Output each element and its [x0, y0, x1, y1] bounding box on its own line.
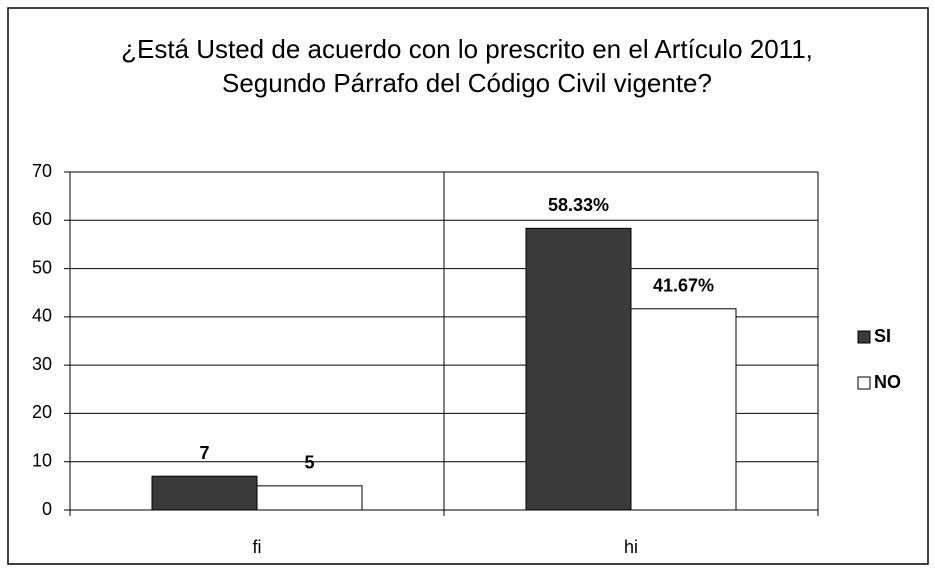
y-tick-label: 10 — [32, 450, 52, 470]
bar — [256, 485, 363, 511]
legend-label: SI — [874, 326, 891, 346]
bar — [525, 227, 632, 511]
legend-swatch — [857, 330, 871, 344]
chart-border — [7, 7, 929, 565]
value-label: 41.67% — [653, 276, 714, 296]
value-label: 58.33% — [548, 195, 609, 215]
y-tick-label: 50 — [32, 257, 52, 277]
x-tick-label: fi — [253, 537, 262, 557]
value-label: 5 — [304, 453, 314, 473]
y-tick-label: 30 — [32, 354, 52, 374]
bar — [630, 308, 737, 511]
y-tick-label: 60 — [32, 209, 52, 229]
y-tick-label: 40 — [32, 306, 52, 326]
y-tick-label: 20 — [32, 402, 52, 422]
legend-swatch — [857, 376, 871, 390]
legend-label: NO — [874, 372, 901, 392]
y-tick-label: 0 — [42, 499, 52, 519]
bar — [151, 475, 258, 511]
value-label: 7 — [199, 443, 209, 463]
x-tick-label: hi — [624, 537, 638, 557]
chart-title: ¿Está Usted de acuerdo con lo prescrito … — [121, 34, 813, 98]
y-tick-label: 70 — [32, 161, 52, 181]
